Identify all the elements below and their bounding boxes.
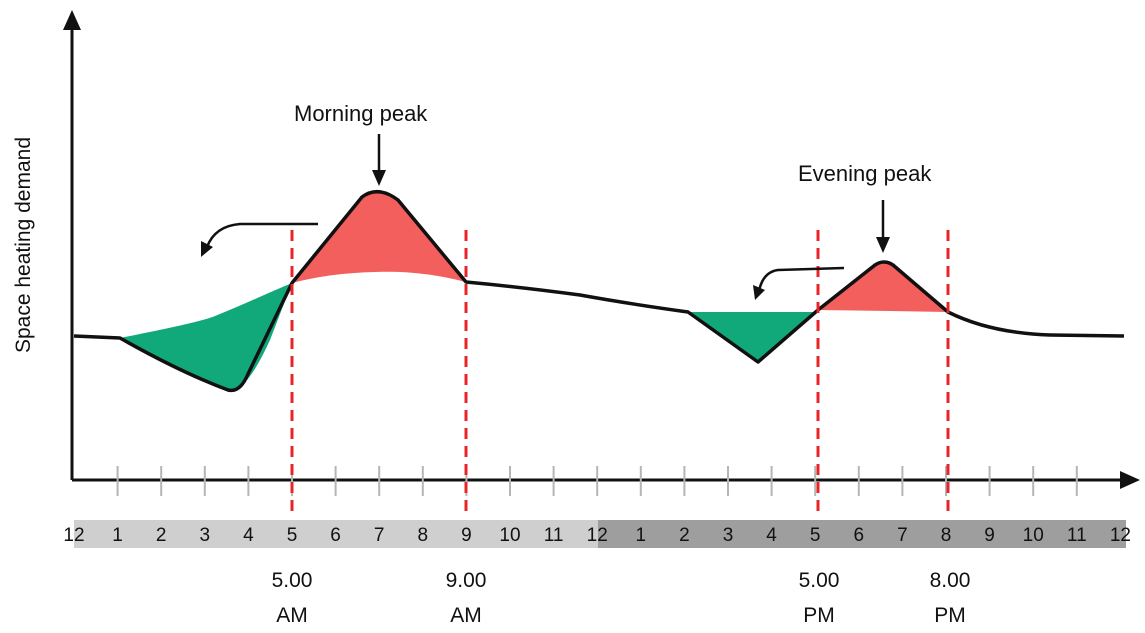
hour-tick-label: 8	[418, 525, 429, 546]
hour-tick-label: 7	[897, 525, 908, 546]
time-marker-8pm-line2: PM	[934, 604, 966, 627]
hour-tick-label: 9	[984, 525, 995, 546]
hour-tick-label: 7	[374, 525, 385, 546]
time-marker-5pm-line1: 5.00	[799, 569, 840, 592]
morning-shift-arrow-icon	[205, 222, 318, 248]
evening-shift-arrowhead-icon	[753, 285, 765, 300]
hour-tick-label: 4	[766, 525, 777, 546]
hour-tick-label: 12	[1110, 525, 1131, 546]
evening-peak-arrowhead-icon	[876, 237, 890, 253]
hour-tick-label: 9	[461, 525, 472, 546]
demand-curve	[73, 190, 1125, 393]
hour-tick-label: 8	[941, 525, 952, 546]
evening-shifted-area	[818, 262, 948, 312]
y-axis-label: Space heating demand	[12, 137, 35, 353]
time-marker-9am-line2: AM	[450, 604, 482, 627]
time-marker-9am-line1: 9.00	[446, 569, 487, 592]
hour-tick-label: 5	[810, 525, 821, 546]
hour-tick-label: 3	[200, 525, 211, 546]
morning-shift-arrowhead-icon	[201, 241, 213, 257]
hour-tick-label: 10	[499, 525, 520, 546]
hour-tick-label: 1	[112, 525, 123, 546]
hour-tick-label: 6	[854, 525, 865, 546]
x-axis-arrowhead-icon	[1120, 471, 1140, 489]
time-marker-5am-line1: 5.00	[272, 569, 313, 592]
morning-peak-arrowhead-icon	[372, 170, 386, 186]
evening-shift-arrow-icon	[757, 266, 845, 292]
morning-reduced-area	[120, 283, 292, 391]
morning-peak-label: Morning peak	[294, 101, 428, 126]
axes	[63, 10, 1140, 489]
hour-tick-label: 2	[156, 525, 167, 546]
hour-tick-labels: 12 1 2 3 4 5 6 7 8 9 10 11 12 1 2 3 4 5 6 7 8 9 10 11 12	[63, 525, 1131, 546]
y-axis-arrowhead-icon	[63, 10, 81, 30]
time-marker-labels: 5.00 AM 9.00 AM 5.00 PM 8.00 PM	[272, 569, 971, 627]
hour-tick-label: 11	[544, 525, 564, 546]
hour-tick-label: 11	[1067, 525, 1087, 546]
hour-tick-label: 6	[330, 525, 341, 546]
evening-peak-label: Evening peak	[798, 161, 932, 186]
hour-tick-label: 4	[243, 525, 254, 546]
morning-shifted-area	[292, 191, 466, 283]
hour-tick-label: 2	[679, 525, 690, 546]
time-marker-8pm-line1: 8.00	[930, 569, 971, 592]
hour-tick-label: 5	[287, 525, 298, 546]
x-axis-ticks	[116, 466, 1078, 496]
time-marker-5am-line2: AM	[276, 604, 308, 627]
hour-tick-label: 3	[723, 525, 734, 546]
hour-tick-label: 1	[636, 525, 647, 546]
evening-reduced-area	[688, 312, 818, 362]
nighttime-band	[598, 520, 1126, 548]
daytime-band	[74, 520, 598, 548]
hour-tick-label: 12	[63, 525, 84, 546]
hour-tick-label: 12	[587, 525, 608, 546]
time-marker-5pm-line2: PM	[803, 604, 835, 627]
hour-tick-label: 10	[1023, 525, 1044, 546]
